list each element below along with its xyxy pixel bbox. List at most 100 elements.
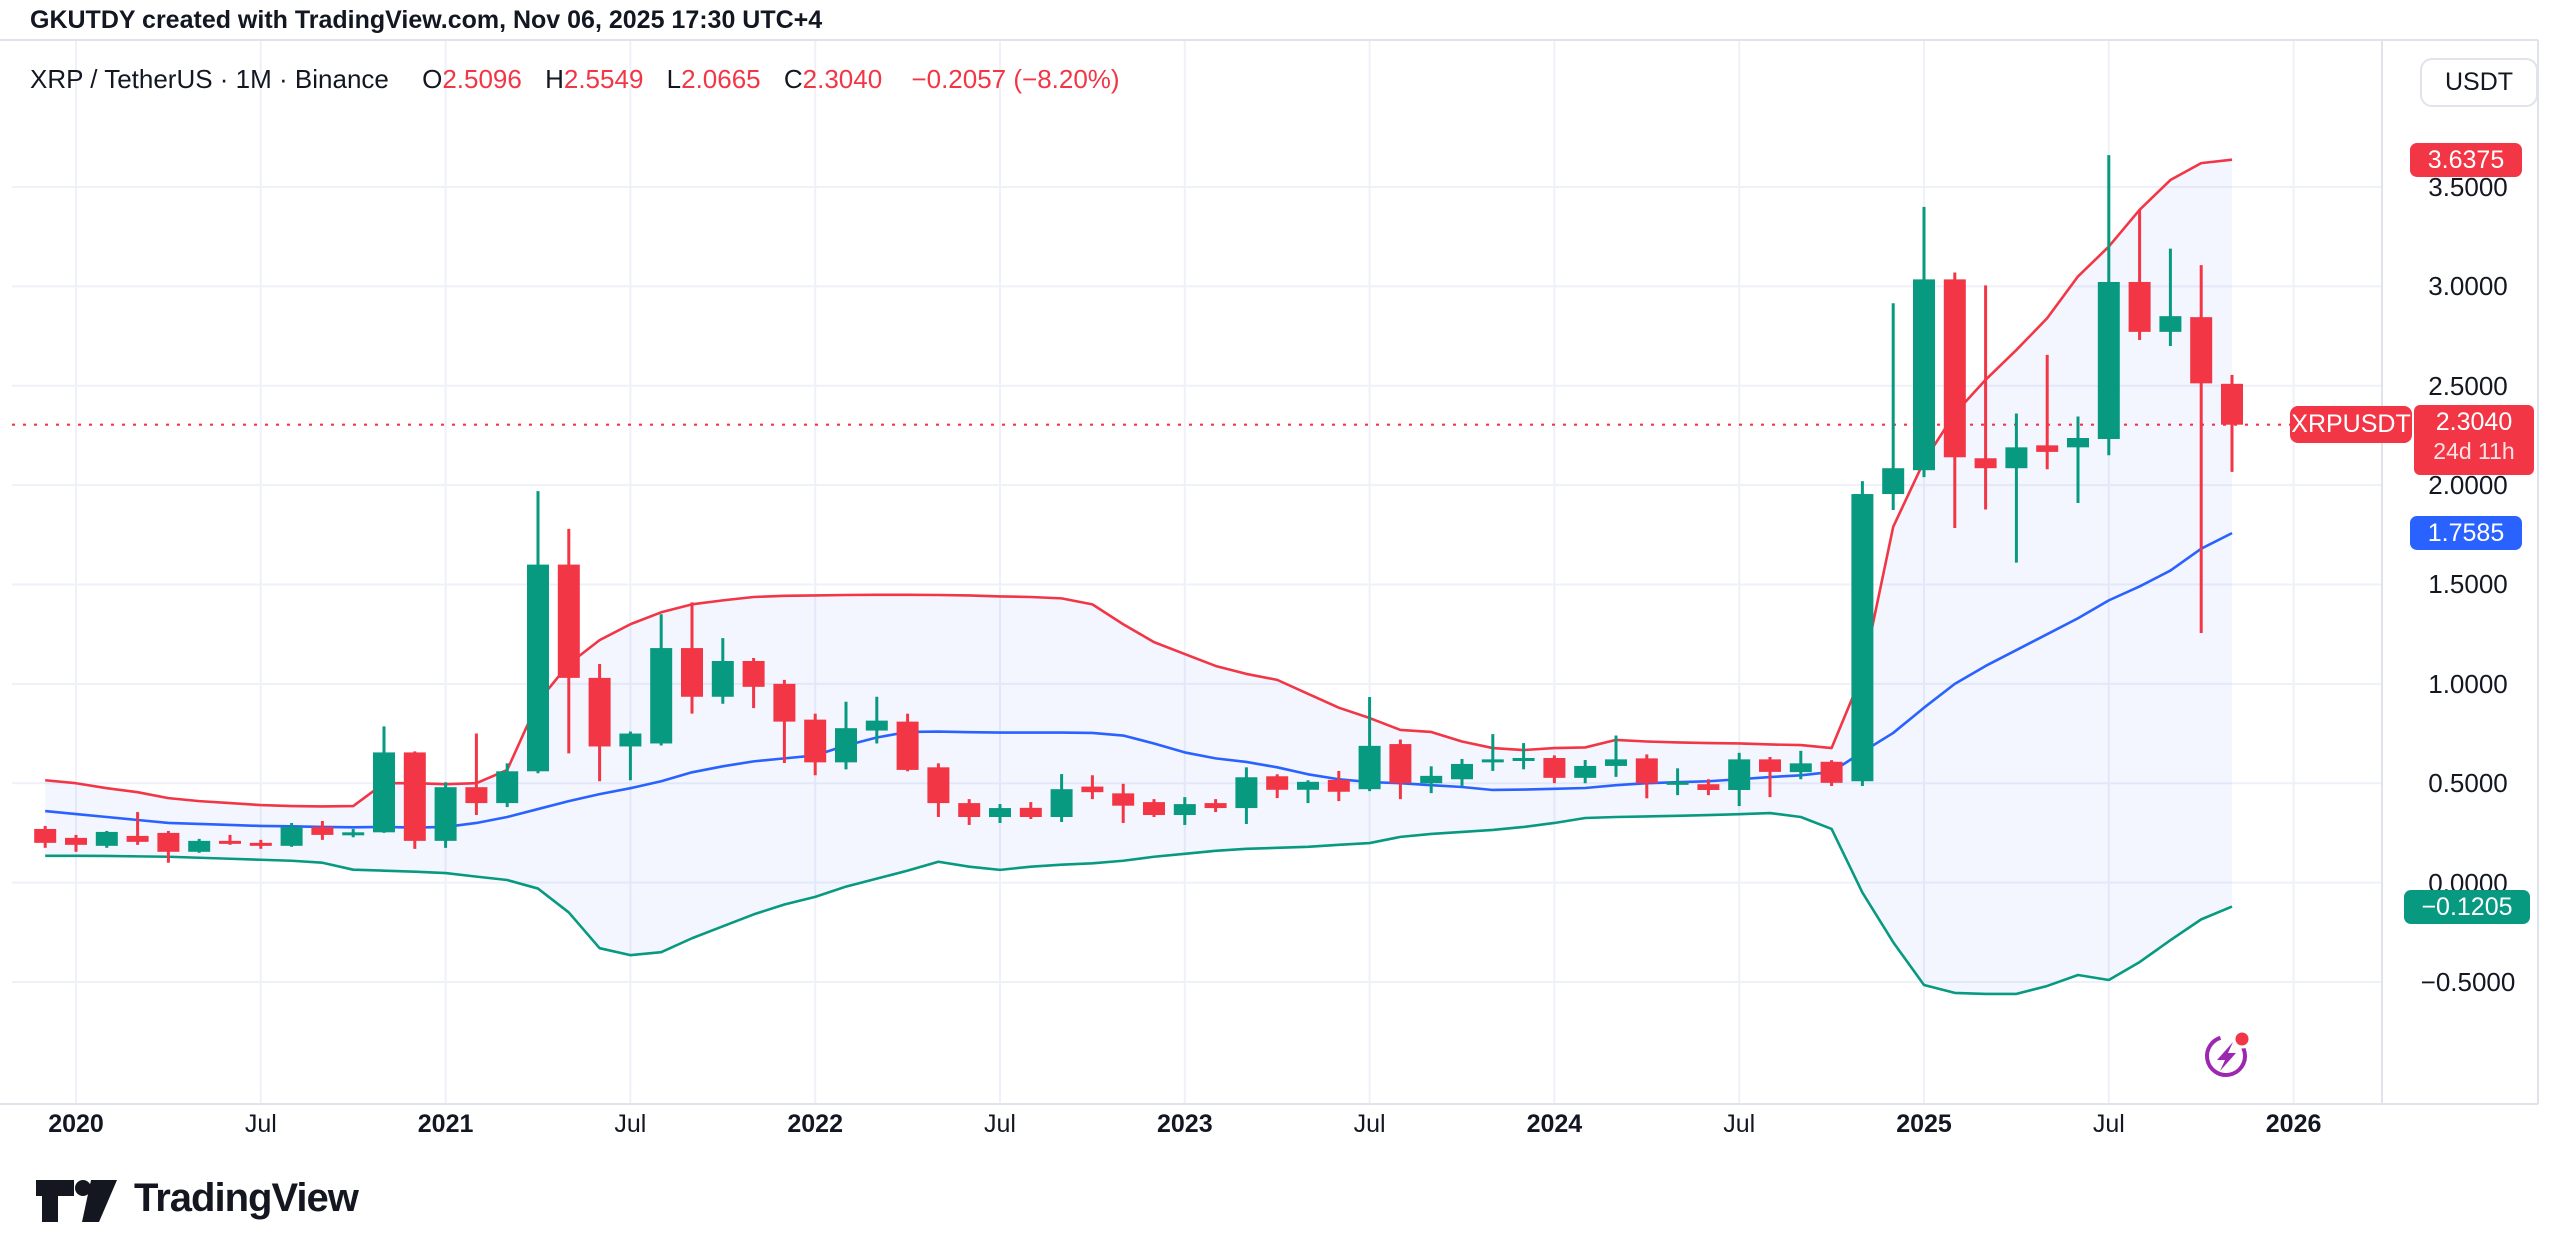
last-price-value: 2.3040 xyxy=(2435,407,2513,436)
candle-2020-12 xyxy=(403,752,426,841)
candle-2023-04 xyxy=(1266,776,1289,790)
candle-2023-10 xyxy=(1451,763,1473,780)
price-tick-label: 1.0000 xyxy=(2428,668,2508,699)
candle-2022-12 xyxy=(1143,802,1165,816)
candle-2022-02 xyxy=(835,728,857,763)
candle-2024-03 xyxy=(1605,759,1627,766)
candle-2022-05 xyxy=(927,767,950,804)
candle-2024-11 xyxy=(1851,494,1874,782)
candle-2022-08 xyxy=(1019,807,1042,818)
candle-2023-11 xyxy=(1481,759,1504,763)
tradingview-wordmark: TradingView xyxy=(134,1175,359,1220)
candle-2025-03 xyxy=(1974,458,1997,469)
time-tick-label-jul-43: Jul xyxy=(1353,1110,1386,1138)
basis-band-label: 1.7585 xyxy=(2410,516,2522,551)
candle-2021-01 xyxy=(434,787,457,841)
candle-2022-03 xyxy=(865,720,888,731)
symbol-price-pill: XRPUSDT xyxy=(2290,406,2412,444)
time-tick-label-2025-61: 2025 xyxy=(1896,1110,1952,1138)
candle-2024-01 xyxy=(1543,757,1566,778)
candle-2021-02 xyxy=(465,787,488,804)
candle-2023-01 xyxy=(1173,804,1196,816)
time-tick-label-2022-25: 2022 xyxy=(787,1110,843,1138)
candle-2021-07 xyxy=(619,733,642,747)
candle-2020-02 xyxy=(95,831,118,846)
upper-band-label: 3.6375 xyxy=(2410,142,2522,177)
candle-2020-11 xyxy=(373,752,395,833)
symbol-title[interactable]: XRP / TetherUS · 1M · Binance xyxy=(30,64,389,94)
last-price-label: 2.3040 24d 11h xyxy=(2414,404,2534,475)
candle-2022-01 xyxy=(804,719,827,763)
time-tick-label-2026-73: 2026 xyxy=(2265,1110,2322,1138)
time-tick-label-2020-1: 2020 xyxy=(48,1110,104,1138)
symbol-legend: XRP / TetherUS · 1M · Binance O2.5096 H2… xyxy=(30,64,1120,95)
candle-2023-06 xyxy=(1327,779,1350,792)
candle-2020-08 xyxy=(280,826,303,846)
candle-2020-09 xyxy=(311,826,334,835)
candle-2020-01 xyxy=(65,837,87,845)
candle-2021-04 xyxy=(527,564,549,772)
candle-2020-04 xyxy=(157,832,180,852)
candle-2020-05 xyxy=(188,840,211,852)
candle-2023-02 xyxy=(1204,803,1227,809)
attribution-text: GKUTDY created with TradingView.com, Nov… xyxy=(30,6,823,34)
candle-2019-12 xyxy=(34,828,57,843)
candle-2021-10 xyxy=(711,660,734,697)
candle-2023-08 xyxy=(1389,744,1412,784)
time-tick-label-jul-67: Jul xyxy=(2092,1110,2125,1138)
price-tick-label: 0.5000 xyxy=(2428,768,2508,799)
candle-2021-08 xyxy=(650,648,673,744)
candle-2023-12 xyxy=(1512,757,1535,761)
price-tick-label: 2.0000 xyxy=(2428,470,2508,501)
candle-2021-03 xyxy=(496,771,519,804)
candle-2025-07 xyxy=(2097,281,2120,439)
candle-2022-09 xyxy=(1050,789,1073,818)
candle-2024-07 xyxy=(1728,759,1751,790)
currency-usdt-button[interactable]: USDT xyxy=(2420,58,2538,107)
candle-2022-07 xyxy=(989,808,1011,818)
candle-2024-02 xyxy=(1574,765,1597,778)
time-tick-label-2021-13: 2021 xyxy=(417,1110,474,1138)
candle-2023-05 xyxy=(1297,781,1319,790)
candle-2023-07 xyxy=(1358,745,1381,790)
candle-2025-02 xyxy=(1943,279,1966,458)
price-tick-label: −0.5000 xyxy=(2420,966,2516,997)
price-tick-label: 3.0000 xyxy=(2428,271,2508,302)
time-tick-label-jul-7: Jul xyxy=(244,1110,277,1138)
price-tick-label: 1.5000 xyxy=(2428,569,2508,600)
candle-2024-05 xyxy=(1666,781,1689,785)
candle-2022-10 xyxy=(1081,786,1104,793)
price-tick-label: 2.5000 xyxy=(2428,370,2508,401)
candle-2025-08 xyxy=(2128,281,2151,332)
time-tick-label-2023-37: 2023 xyxy=(1156,1110,1213,1138)
ohlc-open: O2.5096 xyxy=(422,64,522,94)
candle-2022-11 xyxy=(1112,793,1135,806)
candle-2022-06 xyxy=(958,803,981,818)
candle-2020-10 xyxy=(342,832,365,836)
bar-countdown: 24d 11h xyxy=(2433,437,2515,464)
candle-2022-04 xyxy=(896,721,919,770)
candle-2021-09 xyxy=(681,648,703,697)
candle-2024-12 xyxy=(1882,468,1905,495)
candle-2023-09 xyxy=(1420,775,1443,784)
ohlc-low: L2.0665 xyxy=(666,64,761,94)
ohlc-close: C2.3040 xyxy=(783,64,883,94)
candle-2020-07 xyxy=(249,842,272,846)
lower-band-label: −0.1205 xyxy=(2404,889,2530,924)
candle-2021-11 xyxy=(742,660,765,687)
time-tick-label-2024-49: 2024 xyxy=(1526,1110,1583,1138)
candle-2024-08 xyxy=(1759,759,1781,772)
candle-2020-03 xyxy=(126,835,149,842)
band-fill xyxy=(45,159,2233,994)
candle-2024-06 xyxy=(1697,784,1720,790)
time-tick-label-jul-31: Jul xyxy=(984,1110,1016,1138)
candle-2021-05 xyxy=(557,564,580,678)
time-tick-label-jul-19: Jul xyxy=(614,1110,647,1138)
tradingview-logo[interactable]: TradingView xyxy=(36,1172,359,1224)
candle-2025-04 xyxy=(2005,447,2028,469)
candle-2024-10 xyxy=(1820,761,1843,783)
candle-2025-09 xyxy=(2159,316,2182,332)
candle-2024-09 xyxy=(1789,763,1812,773)
